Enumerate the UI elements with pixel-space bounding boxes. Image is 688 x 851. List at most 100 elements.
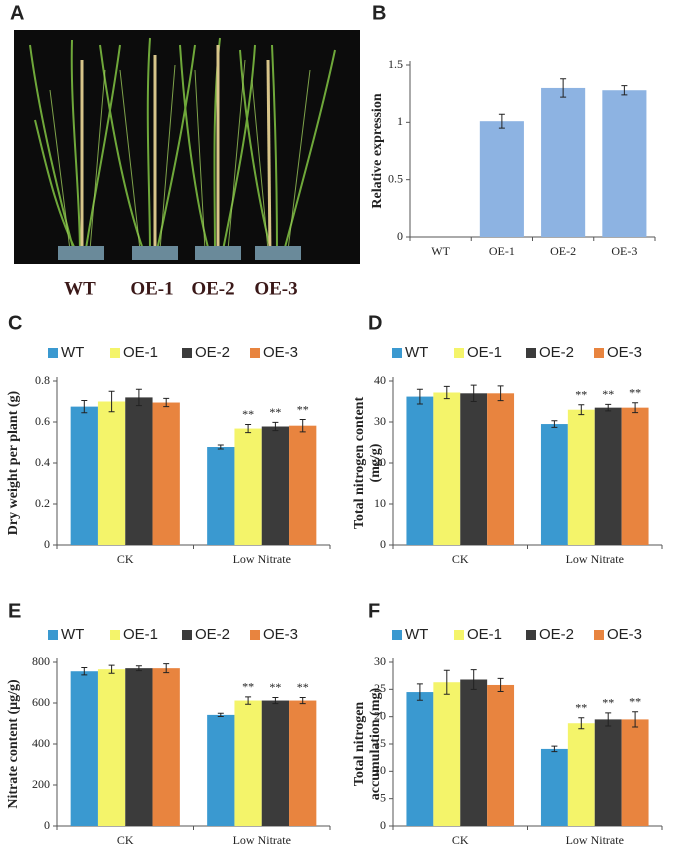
bar (460, 393, 488, 545)
y-tick-label: 25 (374, 681, 386, 695)
bar (125, 397, 153, 545)
legend-label: OE-3 (263, 344, 298, 361)
y-tick-label: 5 (380, 790, 386, 804)
y-tick-label: 30 (374, 654, 386, 668)
significance-label: ** (629, 385, 641, 399)
significance-label: ** (269, 405, 281, 419)
bar (70, 671, 98, 826)
bar (487, 393, 515, 545)
error-bar (135, 665, 142, 672)
y-axis-label: Total nitrogen content (352, 397, 367, 530)
plant-label: OE-1 (130, 278, 173, 299)
y-tick-label: 1.5 (388, 57, 403, 71)
bar (433, 392, 461, 545)
panel-label: D (368, 312, 382, 334)
significance-label: ** (602, 696, 614, 710)
error-bar (443, 385, 450, 400)
bar (234, 700, 262, 826)
x-tick-label: Low Nitrate (233, 552, 291, 566)
legend-label: OE-1 (467, 344, 502, 361)
error-bar (81, 667, 88, 676)
y-tick-label: 400 (32, 736, 50, 750)
y-axis-label: Total nitrogen (352, 702, 367, 787)
bar (207, 447, 235, 545)
legend-label: OE-2 (195, 626, 230, 643)
y-tick-label: 0 (380, 537, 386, 551)
legend-label: OE-3 (607, 344, 642, 361)
error-bar (551, 745, 558, 753)
error-bar (632, 711, 639, 728)
significance-label: ** (575, 388, 587, 402)
bar (406, 396, 434, 545)
error-bar (217, 444, 224, 450)
x-tick-label: OE-3 (611, 244, 637, 258)
significance-label: ** (242, 407, 254, 421)
plant-label: WT (64, 278, 96, 299)
legend-label: OE-2 (539, 344, 574, 361)
bar (602, 90, 647, 237)
y-tick-label: 10 (374, 496, 386, 510)
bar (479, 121, 524, 237)
legend-label: OE-2 (539, 626, 574, 643)
bar (540, 424, 568, 545)
y-tick-label: 0 (380, 818, 386, 832)
y-axis-label: accumulation (mg) (368, 687, 383, 800)
error-bar (605, 712, 612, 727)
panel-label: A (10, 2, 24, 24)
error-bar (299, 419, 306, 433)
x-tick-label: CK (117, 552, 134, 566)
bar (289, 425, 317, 545)
legend-swatch (110, 348, 120, 358)
y-tick-label: 0 (44, 818, 50, 832)
bar (433, 682, 461, 826)
bar (567, 409, 595, 545)
error-bar (299, 696, 306, 705)
significance-label: ** (297, 402, 309, 416)
legend-swatch (110, 630, 120, 640)
bar (289, 700, 317, 826)
error-bar (498, 113, 505, 129)
bar (460, 679, 488, 826)
y-axis-label: Relative expression (370, 93, 385, 208)
significance-label: ** (269, 680, 281, 694)
bar (97, 669, 126, 826)
x-tick-label: CK (452, 552, 469, 566)
y-axis-label: Dry weight per plant (g) (6, 390, 21, 535)
legend-label: OE-1 (467, 626, 502, 643)
bar (541, 87, 586, 237)
bar (487, 684, 515, 826)
error-bar (163, 397, 170, 408)
bar (70, 406, 98, 545)
y-tick-label: 200 (32, 777, 50, 791)
legend-label: WT (405, 344, 428, 361)
error-bar (497, 385, 504, 402)
significance-label: ** (297, 680, 309, 694)
y-tick-label: 0.6 (35, 414, 50, 428)
legend-label: WT (405, 626, 428, 643)
legend-swatch (48, 630, 58, 640)
y-tick-label: 0.2 (35, 496, 50, 510)
x-tick-label: CK (117, 833, 134, 847)
panel-label: E (8, 600, 21, 622)
y-tick-label: 20 (374, 455, 386, 469)
error-bar (81, 399, 88, 414)
error-bar (272, 421, 279, 432)
error-bar (578, 717, 585, 730)
bar (594, 407, 622, 545)
legend-swatch (250, 630, 260, 640)
legend-label: OE-2 (195, 344, 230, 361)
y-tick-label: 800 (32, 654, 50, 668)
y-tick-label: 0.5 (388, 171, 403, 185)
legend-label: OE-1 (123, 626, 158, 643)
plant-photo (14, 30, 360, 264)
legend-swatch (454, 630, 464, 640)
y-axis-label: Nitrate content (μg/g) (6, 679, 21, 809)
x-tick-label: OE-2 (550, 244, 576, 258)
bar (152, 402, 180, 545)
x-tick-label: Low Nitrate (566, 552, 624, 566)
plant-label: OE-3 (254, 278, 297, 299)
x-tick-label: OE-1 (489, 244, 515, 258)
bar (152, 668, 180, 826)
legend-swatch (594, 630, 604, 640)
